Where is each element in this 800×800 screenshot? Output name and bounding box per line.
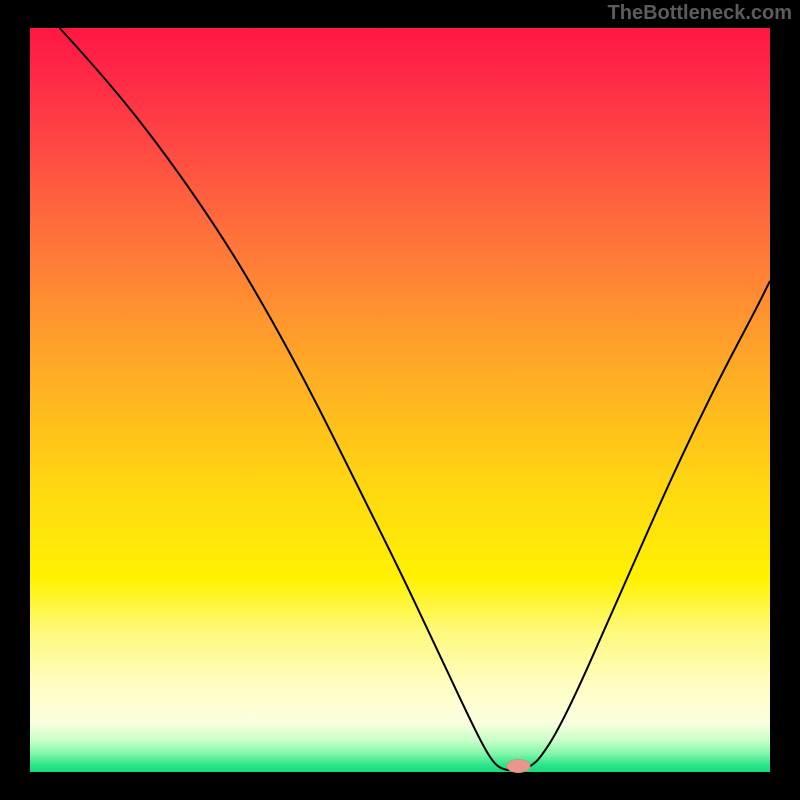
watermark-text: TheBottleneck.com (608, 2, 792, 25)
chart-container: TheBottleneck.com (0, 0, 800, 800)
bottleneck-curve (60, 28, 770, 771)
plot-area (30, 28, 770, 772)
minimum-marker (507, 759, 531, 772)
curve-layer (30, 28, 770, 772)
